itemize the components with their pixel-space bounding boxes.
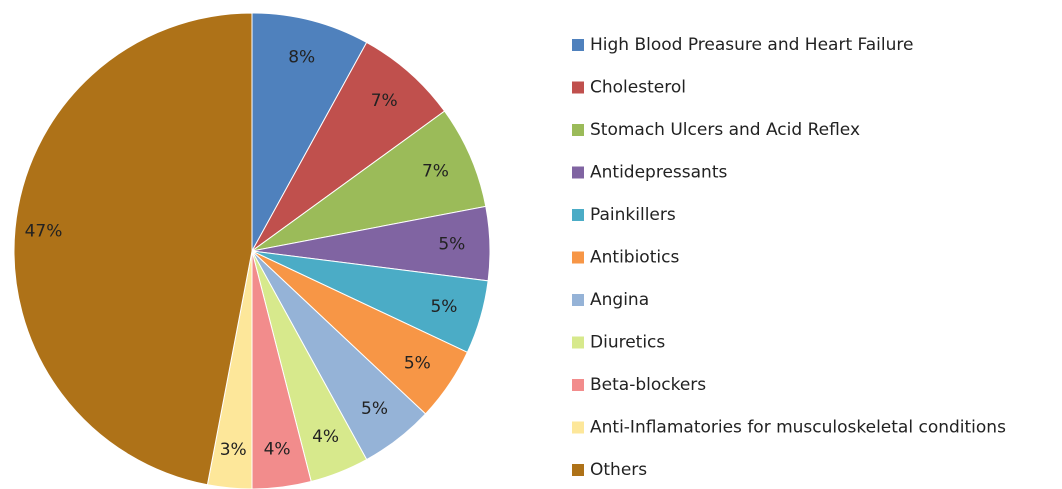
legend-label: Anti-Inflamatories for musculoskeletal c…: [590, 418, 1006, 438]
data-label: 7%: [371, 91, 398, 111]
data-label: 5%: [430, 297, 457, 317]
data-label: 5%: [361, 399, 388, 419]
data-label: 47%: [25, 221, 63, 241]
legend-swatch: [572, 166, 584, 179]
legend-label: Cholesterol: [590, 78, 686, 98]
legend-swatch: [572, 336, 584, 349]
legend-label: Stomach Ulcers and Acid Reflex: [590, 120, 860, 140]
legend-label: Diuretics: [590, 333, 665, 353]
legend-swatch: [572, 124, 584, 136]
data-label: 4%: [312, 427, 339, 447]
legend-label: High Blood Preasure and Heart Failure: [590, 35, 913, 55]
data-label: 4%: [264, 439, 291, 459]
data-label: 5%: [438, 235, 465, 255]
legend-swatch: [572, 294, 584, 306]
data-label: 7%: [422, 162, 449, 182]
legend-label: Others: [590, 460, 647, 480]
legend-swatch: [572, 464, 584, 476]
data-label: 8%: [288, 47, 315, 67]
pie-slice: [13, 12, 253, 486]
legend-label: Beta-blockers: [590, 375, 706, 395]
legend-swatch: [572, 251, 584, 264]
legend-label: Painkillers: [590, 205, 676, 225]
pie-slice: [251, 110, 487, 252]
legend-label: Antidepressants: [590, 163, 727, 183]
data-label: 3%: [220, 440, 247, 460]
pie-slice: [251, 12, 368, 252]
legend-swatch: [572, 81, 584, 94]
legend-label: Angina: [590, 290, 649, 310]
legend-swatch: [572, 209, 584, 221]
legend-label: Antibiotics: [590, 248, 679, 268]
data-label: 5%: [404, 353, 431, 373]
pie-slice: [251, 41, 446, 252]
legend-swatch: [572, 421, 584, 434]
legend-swatch: [572, 39, 584, 51]
legend-swatch: [572, 379, 584, 391]
